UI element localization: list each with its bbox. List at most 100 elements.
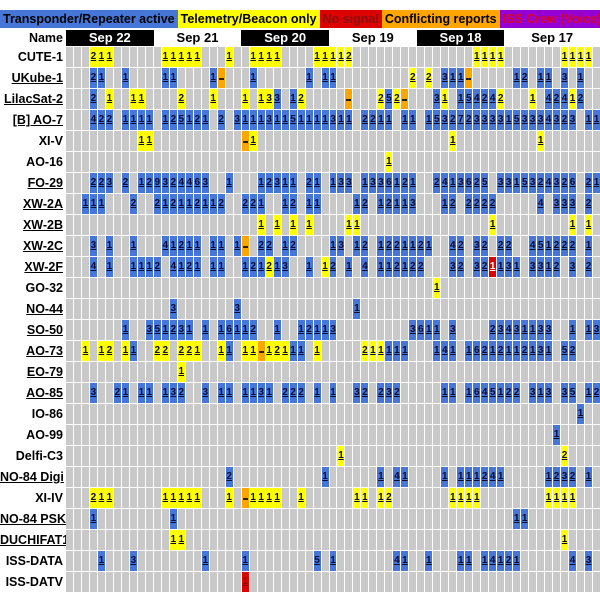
report-cell[interactable]: 2	[489, 320, 497, 340]
report-cell[interactable]: 1	[105, 236, 113, 256]
report-cell[interactable]: 1	[345, 215, 353, 235]
satellite-name[interactable]: NO-44	[26, 302, 63, 316]
report-cell[interactable]: 1	[177, 530, 185, 550]
report-cell[interactable]: 1	[161, 68, 169, 88]
report-cell[interactable]: 1	[449, 488, 457, 508]
report-cell[interactable]: 2	[217, 110, 225, 130]
report-cell[interactable]: 2	[97, 110, 105, 130]
report-cell[interactable]: 1	[465, 467, 473, 487]
report-cell[interactable]: 1	[289, 173, 297, 193]
report-cell[interactable]: 1	[513, 551, 521, 571]
report-cell[interactable]: 6	[473, 383, 481, 403]
report-cell[interactable]: 1	[441, 383, 449, 403]
report-cell[interactable]: 1	[265, 488, 273, 508]
report-cell[interactable]: 2	[169, 173, 177, 193]
report-cell[interactable]: 3	[497, 173, 505, 193]
report-cell[interactable]: 2	[217, 194, 225, 214]
report-cell[interactable]: 2	[585, 173, 592, 193]
report-cell[interactable]: 3	[537, 320, 545, 340]
report-cell[interactable]: 1	[545, 257, 553, 277]
report-cell[interactable]: 4	[561, 89, 569, 109]
report-cell[interactable]: 1	[337, 110, 345, 130]
report-cell[interactable]	[241, 131, 249, 151]
report-cell[interactable]: 1	[537, 68, 545, 88]
report-cell[interactable]: 1	[265, 341, 273, 361]
report-cell[interactable]: 3	[529, 257, 537, 277]
report-cell[interactable]: 1	[105, 257, 113, 277]
report-cell[interactable]: 1	[169, 68, 177, 88]
report-cell[interactable]: 1	[385, 341, 393, 361]
report-cell[interactable]: 1	[489, 257, 497, 277]
report-cell[interactable]: 1	[185, 236, 193, 256]
report-cell[interactable]: 2	[377, 89, 385, 109]
report-cell[interactable]: 1	[161, 383, 169, 403]
report-cell[interactable]: 1	[361, 488, 369, 508]
report-cell[interactable]: 1	[577, 404, 585, 424]
report-cell[interactable]: 3	[409, 320, 417, 340]
report-cell[interactable]: 2	[385, 236, 393, 256]
report-cell[interactable]: 1	[129, 236, 137, 256]
report-cell[interactable]: 3	[537, 257, 545, 277]
report-cell[interactable]: 3	[497, 320, 505, 340]
report-cell[interactable]: 1	[289, 341, 297, 361]
satellite-name[interactable]: LilacSat-2	[3, 92, 63, 106]
report-cell[interactable]: 3	[481, 110, 489, 130]
report-cell[interactable]: 1	[457, 551, 465, 571]
report-cell[interactable]: 2	[225, 467, 233, 487]
report-cell[interactable]: 1	[465, 551, 473, 571]
satellite-name[interactable]: NO-84 Digi	[0, 470, 64, 484]
report-cell[interactable]: 1	[305, 257, 313, 277]
report-cell[interactable]: 1	[361, 173, 369, 193]
report-cell[interactable]: 4	[529, 236, 537, 256]
report-cell[interactable]: 1	[553, 488, 561, 508]
report-cell[interactable]: 1	[457, 89, 465, 109]
report-cell[interactable]: 2	[305, 173, 313, 193]
report-cell[interactable]: 3	[489, 110, 497, 130]
report-cell[interactable]: 3	[569, 257, 577, 277]
report-cell[interactable]: 1	[281, 341, 289, 361]
report-cell[interactable]: 1	[337, 47, 345, 67]
report-cell[interactable]: 6	[193, 173, 201, 193]
report-cell[interactable]: 3	[569, 194, 577, 214]
report-cell[interactable]: 2	[249, 257, 257, 277]
report-cell[interactable]: 1	[313, 194, 321, 214]
report-cell[interactable]: 2	[537, 173, 545, 193]
report-cell[interactable]: 1	[313, 173, 321, 193]
report-cell[interactable]: 2	[561, 446, 569, 466]
report-cell[interactable]: 2	[417, 236, 425, 256]
report-cell[interactable]: 4	[545, 89, 553, 109]
report-cell[interactable]: 1	[513, 68, 521, 88]
report-cell[interactable]: 2	[169, 194, 177, 214]
report-cell[interactable]: 4	[505, 320, 513, 340]
report-cell[interactable]: 1	[289, 89, 297, 109]
report-cell[interactable]: 2	[481, 341, 489, 361]
report-cell[interactable]: 2	[561, 110, 569, 130]
report-cell[interactable]: 1	[185, 110, 193, 130]
report-cell[interactable]: 1	[313, 383, 321, 403]
report-cell[interactable]: 5	[537, 236, 545, 256]
report-cell[interactable]: 1	[377, 341, 385, 361]
report-cell[interactable]: 2	[473, 173, 481, 193]
report-cell[interactable]: 1	[449, 173, 457, 193]
report-cell[interactable]: 1	[401, 236, 409, 256]
report-cell[interactable]: 1	[209, 236, 217, 256]
report-cell[interactable]: 1	[121, 320, 129, 340]
report-cell[interactable]: 2	[481, 89, 489, 109]
report-cell[interactable]: 2	[161, 341, 169, 361]
report-cell[interactable]: 4	[441, 341, 449, 361]
satellite-name[interactable]: NO-84 PSK	[0, 512, 66, 526]
report-cell[interactable]: 1	[305, 68, 313, 88]
report-cell[interactable]: 3	[433, 89, 441, 109]
report-cell[interactable]: 3	[457, 173, 465, 193]
report-cell[interactable]: 1	[273, 320, 281, 340]
report-cell[interactable]: 1	[481, 47, 489, 67]
report-cell[interactable]: 3	[545, 383, 553, 403]
report-cell[interactable]: 5	[561, 341, 569, 361]
report-cell[interactable]: 1	[241, 320, 249, 340]
report-cell[interactable]: 2	[393, 236, 401, 256]
report-cell[interactable]: 1	[585, 320, 592, 340]
report-cell[interactable]: 1	[137, 110, 145, 130]
report-cell[interactable]: 3	[473, 236, 481, 256]
satellite-name[interactable]: AO-73	[26, 344, 63, 358]
report-cell[interactable]: 1	[105, 89, 113, 109]
